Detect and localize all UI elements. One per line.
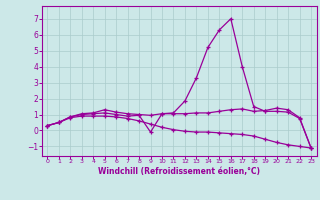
X-axis label: Windchill (Refroidissement éolien,°C): Windchill (Refroidissement éolien,°C) — [98, 167, 260, 176]
